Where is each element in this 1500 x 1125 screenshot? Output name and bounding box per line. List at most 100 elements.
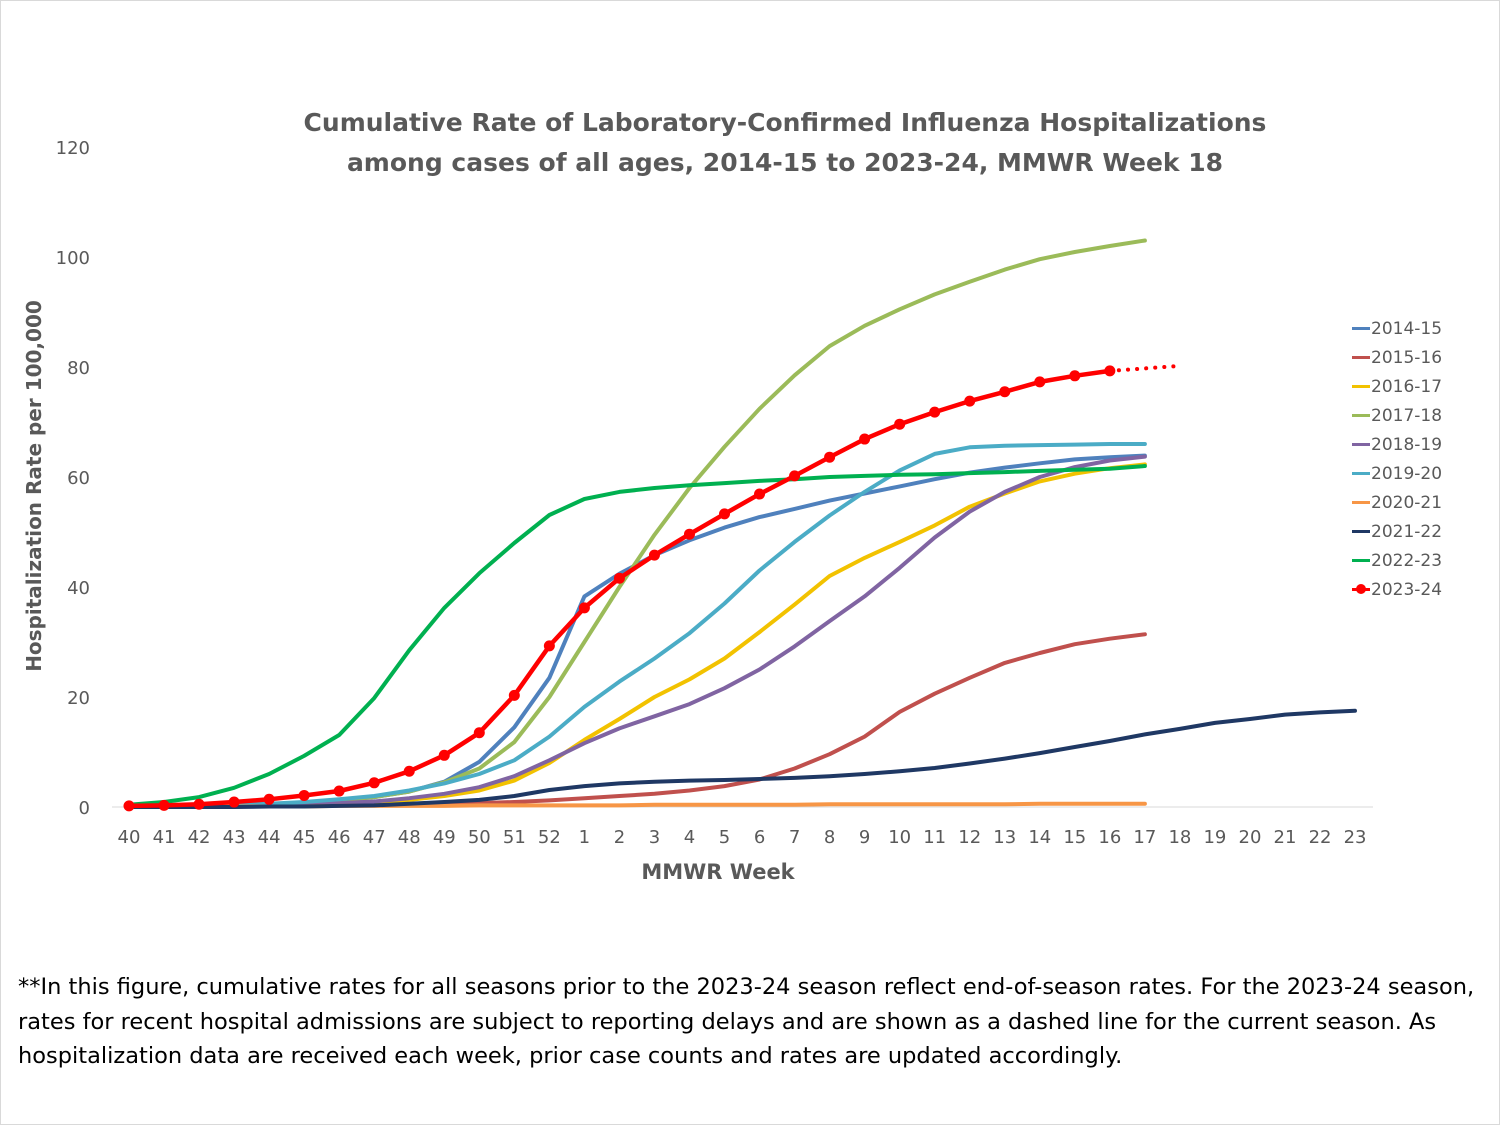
x-tick-label: 19 bbox=[1203, 827, 1226, 848]
legend-label: 2017-18 bbox=[1371, 405, 1443, 426]
series-2023-24-point bbox=[789, 470, 801, 482]
x-tick-label: 7 bbox=[789, 827, 800, 848]
x-tick-label: 16 bbox=[1098, 827, 1121, 848]
legend-label: 2016-17 bbox=[1371, 376, 1443, 397]
legend-item-2018-19: 2018-19 bbox=[1352, 430, 1442, 459]
x-tick-label: 23 bbox=[1344, 827, 1367, 848]
x-tick-label: 42 bbox=[188, 827, 211, 848]
series-2023-24-point bbox=[578, 602, 590, 614]
series-2023-24-point bbox=[228, 796, 240, 808]
series-2023-24-point bbox=[298, 789, 310, 801]
series-2022-23-line bbox=[127, 464, 1147, 807]
legend-label: 2023-24 bbox=[1371, 579, 1443, 600]
y-tick-label: 60 bbox=[67, 468, 90, 489]
y-tick-label: 20 bbox=[67, 688, 90, 709]
legend-swatch bbox=[1352, 530, 1370, 533]
x-tick-label: 2 bbox=[614, 827, 625, 848]
x-tick-label: 46 bbox=[328, 827, 351, 848]
series-2023-24-point bbox=[403, 765, 415, 777]
legend: 2014-15 2015-16 2016-17 2017-18 2018-19 2019-… bbox=[1352, 314, 1442, 604]
legend-swatch bbox=[1352, 584, 1370, 594]
series-2023-24-point bbox=[999, 386, 1011, 398]
y-tick-label: 100 bbox=[56, 248, 90, 269]
series-2019-20-line bbox=[127, 442, 1147, 809]
x-tick-label: 8 bbox=[824, 827, 835, 848]
series-2023-24-point bbox=[613, 572, 625, 584]
x-tick-label: 41 bbox=[153, 827, 176, 848]
x-tick-label: 52 bbox=[538, 827, 561, 848]
legend-label: 2014-15 bbox=[1371, 318, 1443, 339]
legend-label: 2015-16 bbox=[1371, 347, 1443, 368]
series-2023-24-point bbox=[473, 727, 485, 739]
series-2023-24-point bbox=[894, 418, 906, 430]
series-2023-24-point bbox=[929, 406, 941, 418]
y-tick-label: 120 bbox=[56, 138, 90, 159]
x-tick-label: 49 bbox=[433, 827, 456, 848]
legend-swatch bbox=[1352, 559, 1370, 562]
series-2023-24-point bbox=[964, 395, 976, 407]
legend-label: 2022-23 bbox=[1371, 550, 1443, 571]
x-tick-label: 45 bbox=[293, 827, 316, 848]
x-tick-label: 40 bbox=[118, 827, 141, 848]
legend-swatch bbox=[1352, 327, 1370, 330]
legend-item-2019-20: 2019-20 bbox=[1352, 459, 1442, 488]
series-2023-24-point bbox=[508, 689, 520, 701]
x-tick-label: 6 bbox=[754, 827, 765, 848]
legend-swatch bbox=[1352, 356, 1370, 359]
series-2023-24-point bbox=[1104, 365, 1116, 377]
x-tick-label: 9 bbox=[859, 827, 870, 848]
legend-swatch bbox=[1352, 414, 1370, 417]
x-tick-label: 13 bbox=[993, 827, 1016, 848]
legend-swatch bbox=[1352, 443, 1370, 446]
x-tick-label: 1 bbox=[579, 827, 590, 848]
series-2023-24-point bbox=[333, 785, 345, 797]
series-2023-24-point bbox=[1034, 376, 1046, 388]
x-tick-label: 48 bbox=[398, 827, 421, 848]
x-tick-label: 17 bbox=[1133, 827, 1156, 848]
y-tick-label: 0 bbox=[79, 798, 90, 819]
series-2023-24-point bbox=[193, 798, 205, 810]
legend-item-2021-22: 2021-22 bbox=[1352, 517, 1442, 546]
legend-item-2023-24: 2023-24 bbox=[1352, 575, 1442, 604]
series-2023-24-point bbox=[824, 451, 836, 463]
y-axis-label: Hospitalization Rate per 100,000 bbox=[22, 300, 46, 672]
x-tick-label: 21 bbox=[1274, 827, 1297, 848]
x-tick-label: 20 bbox=[1239, 827, 1262, 848]
y-tick-label: 40 bbox=[67, 578, 90, 599]
x-tick-label: 10 bbox=[888, 827, 911, 848]
series-2018-19-line bbox=[127, 454, 1147, 809]
x-tick-label: 12 bbox=[958, 827, 981, 848]
x-tick-label: 4 bbox=[684, 827, 695, 848]
series-2023-24-point bbox=[754, 488, 766, 500]
legend-label: 2018-19 bbox=[1371, 434, 1443, 455]
series-2023-24-projected-dotted-line bbox=[1107, 363, 1182, 373]
legend-item-2022-23: 2022-23 bbox=[1352, 546, 1442, 575]
series-2021-22-line bbox=[127, 708, 1357, 809]
legend-marker bbox=[1356, 584, 1366, 594]
x-tick-label: 44 bbox=[258, 827, 281, 848]
series-2023-24-point bbox=[859, 433, 871, 445]
x-axis-label: MMWR Week bbox=[641, 860, 795, 884]
legend-item-2016-17: 2016-17 bbox=[1352, 372, 1442, 401]
y-tick-label: 80 bbox=[67, 358, 90, 379]
legend-label: 2021-22 bbox=[1371, 521, 1443, 542]
series-2016-17-line bbox=[127, 462, 1147, 809]
x-tick-label: 50 bbox=[468, 827, 491, 848]
legend-item-2017-18: 2017-18 bbox=[1352, 401, 1442, 430]
legend-item-2015-16: 2015-16 bbox=[1352, 343, 1442, 372]
x-tick-label: 11 bbox=[923, 827, 946, 848]
x-tick-label: 47 bbox=[363, 827, 386, 848]
x-tick-label: 3 bbox=[649, 827, 660, 848]
series-2023-24-point bbox=[263, 793, 275, 805]
legend-label: 2019-20 bbox=[1371, 463, 1443, 484]
legend-item-2020-21: 2020-21 bbox=[1352, 488, 1442, 517]
series-2023-24-point bbox=[123, 800, 135, 812]
series-2023-24-point bbox=[648, 549, 660, 561]
series-2023-24-point bbox=[158, 799, 170, 811]
x-tick-label: 22 bbox=[1309, 827, 1332, 848]
legend-swatch bbox=[1352, 472, 1370, 475]
series-2023-24-point bbox=[438, 749, 450, 761]
x-tick-label: 18 bbox=[1168, 827, 1191, 848]
series-2014-15-line bbox=[127, 453, 1147, 809]
